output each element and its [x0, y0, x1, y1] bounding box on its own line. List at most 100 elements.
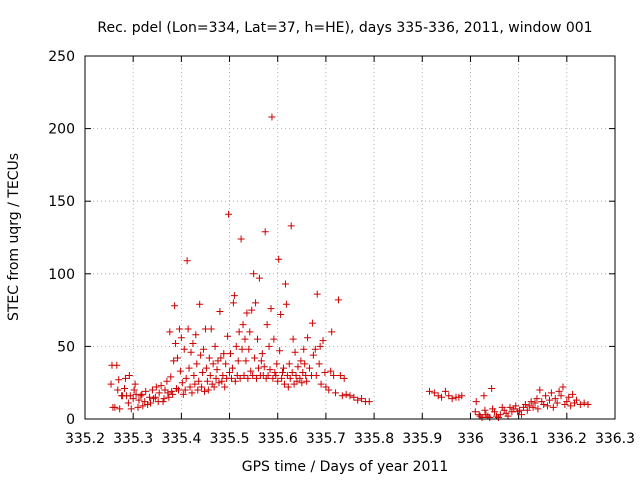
- y-tick-label: 50: [57, 339, 75, 355]
- data-point: [267, 305, 275, 313]
- data-point: [181, 386, 189, 394]
- data-point: [125, 371, 133, 379]
- data-point: [236, 374, 244, 382]
- data-point: [506, 403, 514, 411]
- y-tick-label: 250: [48, 49, 75, 65]
- data-point: [241, 335, 249, 343]
- data-point: [458, 392, 466, 400]
- data-point: [551, 395, 559, 403]
- data-point: [268, 113, 276, 121]
- data-point: [525, 402, 533, 410]
- data-point: [134, 403, 142, 411]
- data-point: [518, 411, 526, 419]
- y-tick-label: 200: [48, 122, 75, 138]
- x-axis-label: GPS time / Days of year 2011: [242, 459, 449, 475]
- data-point: [221, 383, 229, 391]
- data-point: [478, 414, 486, 422]
- data-point: [193, 360, 201, 368]
- data-point: [228, 364, 236, 372]
- data-point: [292, 371, 300, 379]
- data-point: [488, 385, 496, 393]
- data-point: [572, 396, 580, 404]
- data-point: [188, 389, 196, 397]
- data-point: [325, 386, 333, 394]
- data-point: [516, 406, 524, 414]
- data-point: [129, 395, 137, 403]
- data-point: [304, 334, 312, 342]
- data-point: [445, 392, 453, 400]
- data-point: [278, 374, 286, 382]
- data-point: [555, 387, 563, 395]
- data-point: [212, 374, 220, 382]
- x-tick-label: 336: [457, 431, 484, 447]
- data-point: [190, 371, 198, 379]
- data-point: [211, 342, 219, 350]
- data-point: [180, 345, 188, 353]
- data-point: [163, 377, 171, 385]
- data-point: [434, 392, 442, 400]
- data-point: [171, 302, 179, 310]
- data-point: [205, 354, 213, 362]
- data-point: [536, 386, 544, 394]
- data-point: [151, 393, 159, 401]
- chart-title: Rec. pdel (Lon=334, Lat=37, h=HE), days …: [97, 20, 592, 36]
- data-point: [179, 390, 187, 398]
- data-point: [157, 382, 165, 390]
- data-point: [293, 377, 301, 385]
- axis-ticks: [84, 55, 616, 420]
- data-point: [430, 389, 438, 397]
- y-tick-labels: 0 50 100 150 200 250: [48, 49, 75, 428]
- data-point: [200, 345, 208, 353]
- data-point: [142, 387, 150, 395]
- data-point: [544, 402, 552, 410]
- data-point: [166, 328, 174, 336]
- data-point: [225, 210, 233, 218]
- data-point: [350, 393, 358, 401]
- x-tick-label: 336.2: [547, 431, 587, 447]
- data-point: [216, 308, 224, 316]
- data-point: [545, 396, 553, 404]
- data-point: [354, 396, 362, 404]
- data-point: [174, 386, 182, 394]
- data-point: [197, 351, 205, 359]
- data-point: [144, 400, 152, 408]
- data-point: [284, 383, 292, 391]
- data-point: [124, 399, 132, 407]
- data-point: [475, 411, 483, 419]
- data-point: [217, 354, 225, 362]
- x-tick-label: 336.3: [595, 431, 635, 447]
- data-point: [294, 363, 302, 371]
- data-point: [565, 393, 573, 401]
- data-point: [131, 380, 139, 388]
- data-point: [220, 350, 228, 358]
- data-points: [107, 113, 592, 422]
- data-point: [280, 364, 288, 372]
- data-point: [231, 377, 239, 385]
- data-point: [177, 334, 185, 342]
- data-point: [346, 392, 354, 400]
- data-point: [426, 387, 433, 395]
- data-point: [178, 379, 186, 387]
- data-point: [438, 393, 446, 401]
- data-point: [198, 383, 206, 391]
- data-point: [176, 367, 184, 375]
- data-point: [245, 345, 253, 353]
- data-point: [138, 390, 146, 398]
- data-point: [230, 292, 238, 300]
- data-point: [174, 354, 182, 362]
- data-point: [204, 386, 212, 394]
- data-point: [486, 414, 494, 422]
- data-point: [199, 369, 207, 377]
- data-point: [301, 360, 309, 368]
- data-point: [322, 383, 330, 391]
- data-point: [580, 399, 588, 407]
- data-point: [184, 325, 192, 333]
- data-point: [455, 393, 463, 401]
- data-point: [195, 377, 203, 385]
- data-point: [334, 296, 342, 304]
- data-point: [272, 371, 280, 379]
- data-point: [264, 371, 272, 379]
- data-point: [340, 374, 348, 382]
- data-point: [258, 350, 266, 358]
- data-point: [260, 363, 268, 371]
